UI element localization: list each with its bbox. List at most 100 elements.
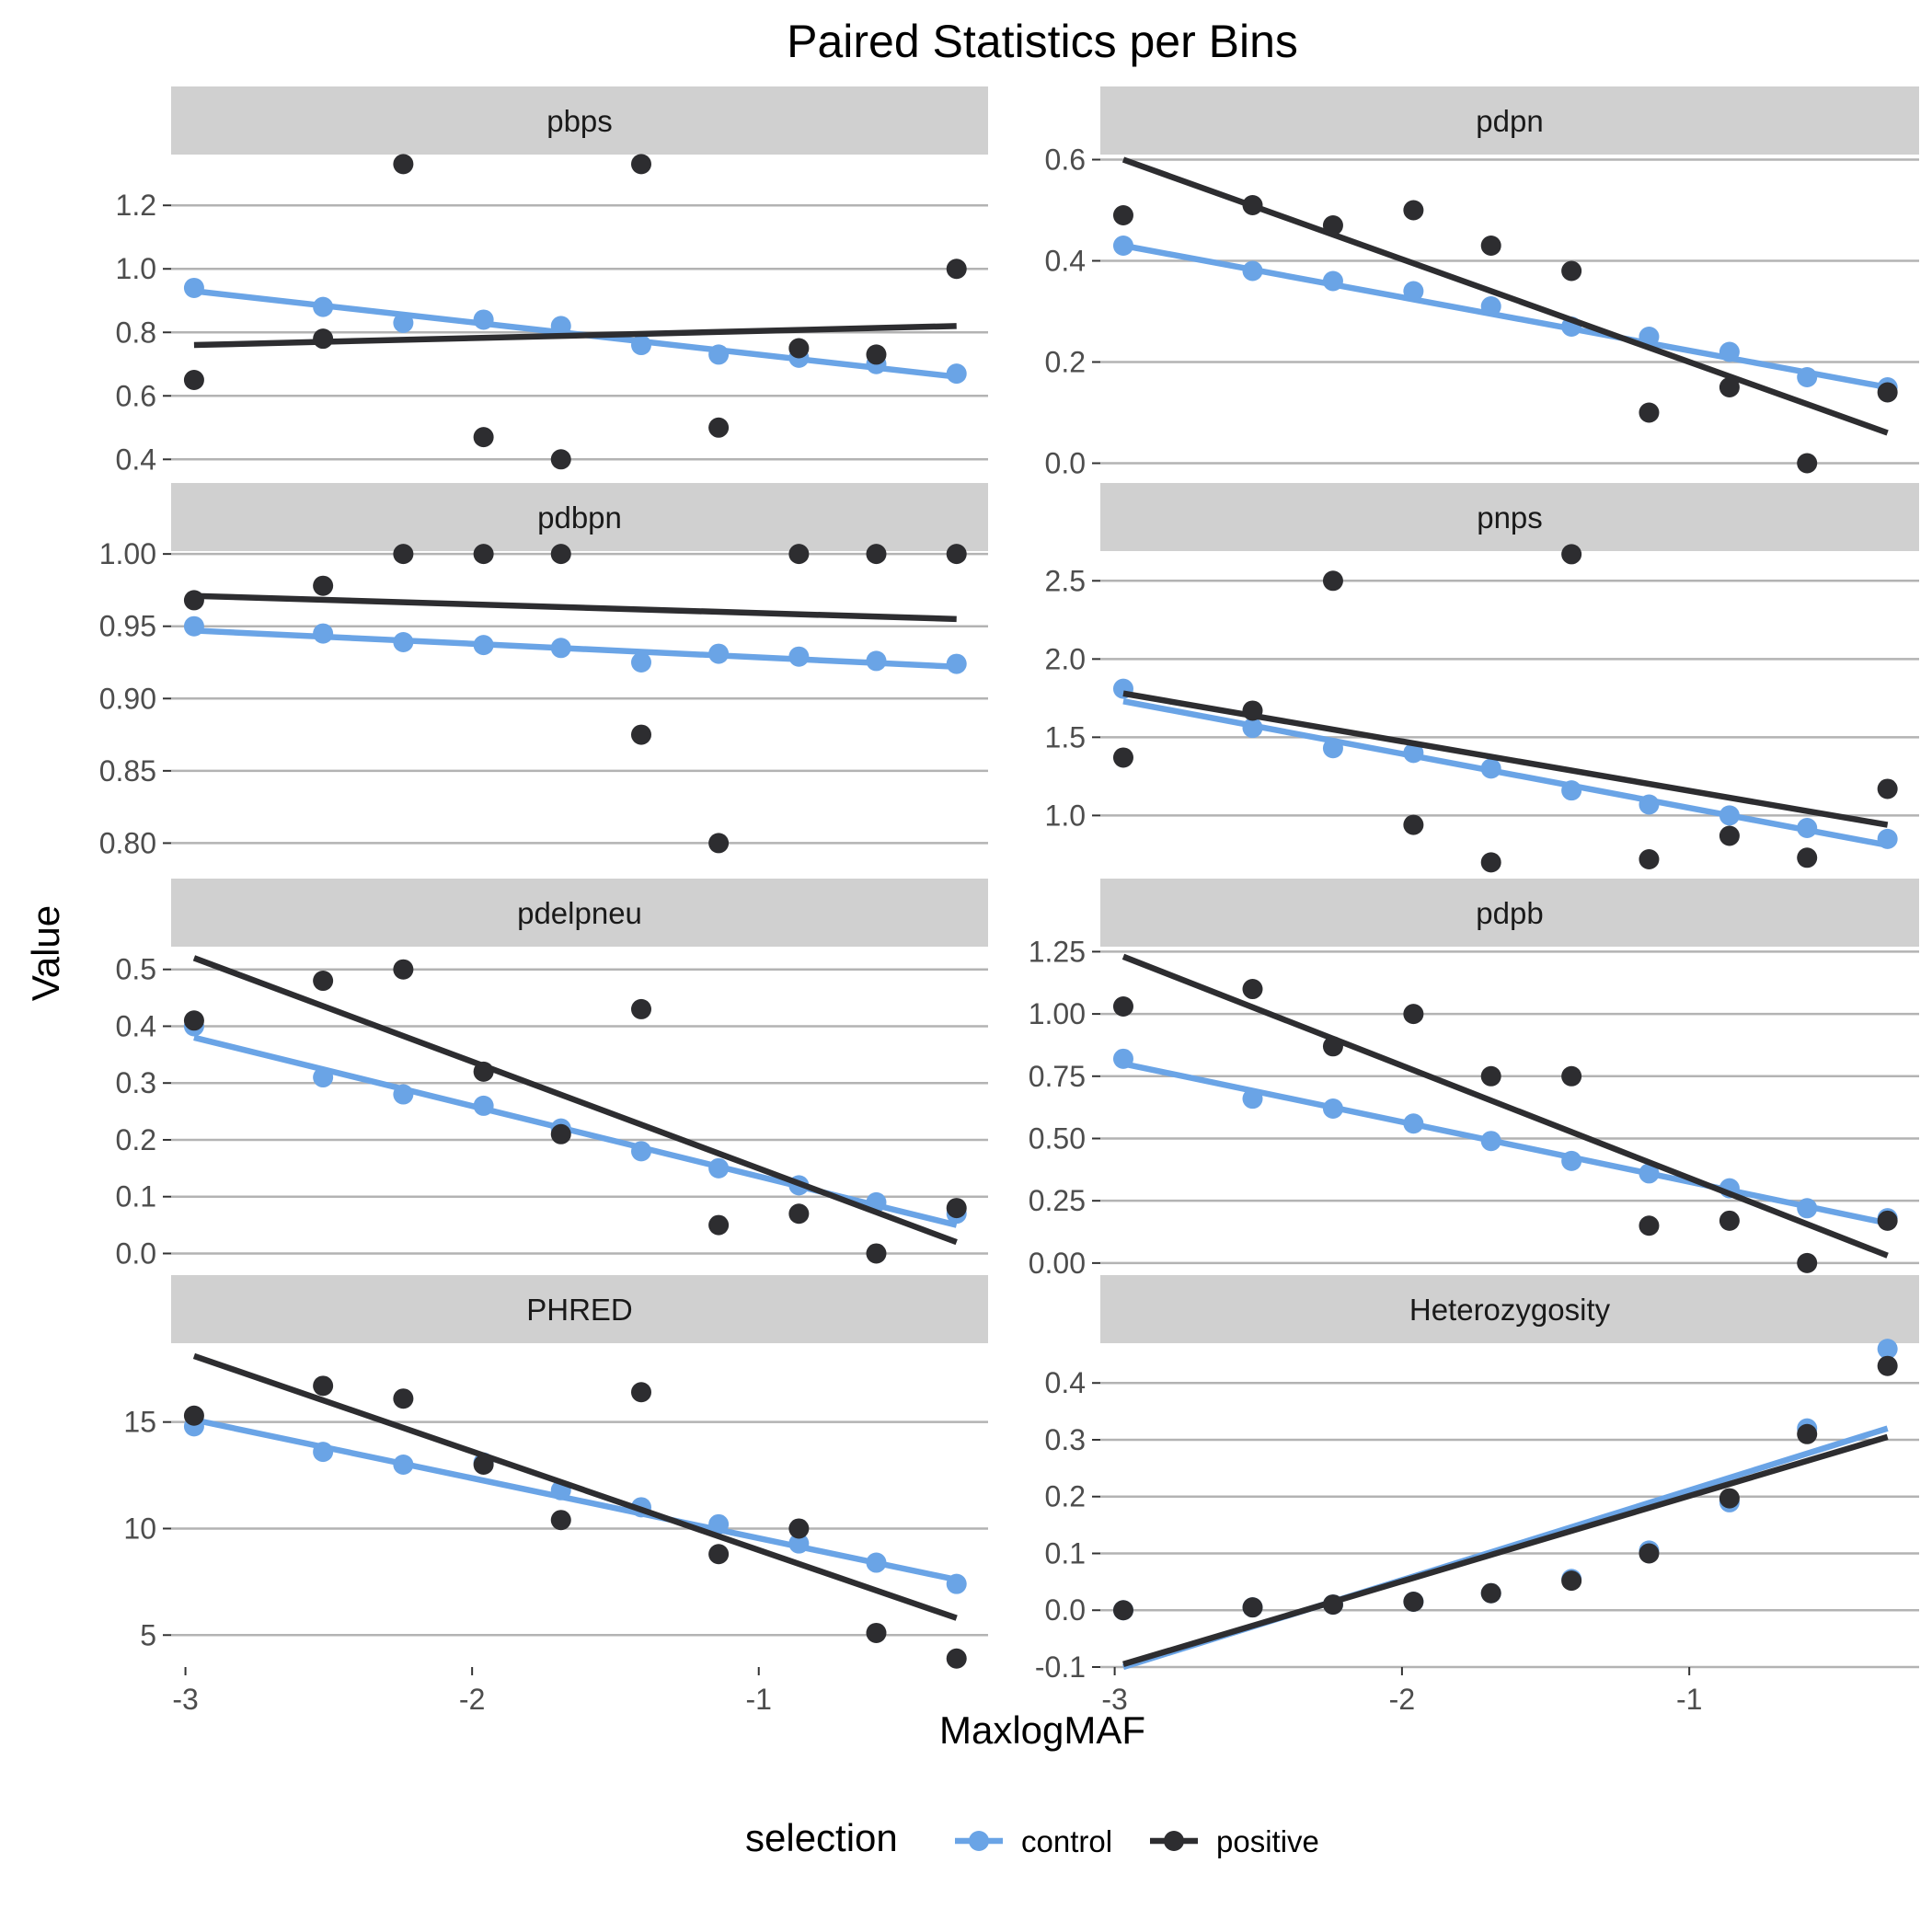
panel-pnps: pnps 1.0 1.5 2.0 2.5 [1045,483,1919,873]
point-positive [1242,979,1263,1000]
point-positive [708,833,730,854]
point-positive [550,1510,571,1531]
y-tick-label: 2.0 [1045,642,1086,675]
point-positive [473,1061,494,1082]
point-control [1561,1150,1582,1171]
point-positive [1403,814,1424,835]
point-positive [1112,747,1133,768]
point-control [1403,742,1424,764]
legend-label: positive [1216,1824,1319,1858]
facet-panels: pbps 0.4 0.6 0.8 1.0 1.2 pdpn 0.0 0.2 0.4 0.6 pdbpn… [99,86,1919,1684]
series-positive [183,544,967,854]
point-positive [1719,825,1740,846]
point-positive [313,575,334,596]
legend-key-point [1164,1831,1184,1851]
strip-label: PHRED [526,1293,633,1327]
point-control [866,1552,887,1573]
strip-background [171,483,988,551]
point-control [1403,281,1424,302]
y-tick-label: 0.1 [116,1180,156,1213]
y-tick-label: 0.8 [116,316,156,349]
legend-entry-positive: positive [1150,1824,1319,1858]
point-control [393,312,414,333]
y-tick-label: 0.90 [99,682,156,715]
y-tick-label: 1.2 [116,189,156,222]
point-control [946,363,967,385]
y-tick-label: 0.75 [1029,1060,1086,1093]
point-positive [473,427,494,448]
strip-label: pnps [1477,500,1543,535]
strip-background [171,1275,988,1343]
y-tick-label: 0.4 [1045,1366,1086,1399]
point-control [1719,341,1740,362]
point-control [788,646,810,667]
point-control [630,1141,651,1162]
point-positive [1112,995,1133,1017]
point-control [1480,758,1501,779]
point-control [550,638,571,659]
point-positive [1403,1591,1424,1612]
y-tick-label: 0.1 [1045,1536,1086,1570]
x-tick-label: -2 [1389,1683,1415,1716]
y-tick-label: 0.0 [116,1236,156,1270]
point-positive [1242,700,1263,721]
y-tick-label: 1.0 [116,252,156,285]
point-positive [946,1198,967,1219]
y-tick-label: 1.00 [1029,997,1086,1030]
point-control [550,316,571,337]
point-positive [1112,205,1133,225]
point-control [1322,738,1343,759]
point-positive [393,959,414,980]
point-positive [1719,377,1740,397]
point-control [1242,1088,1263,1110]
point-control [1639,327,1660,347]
panel-pdpn: pdpn 0.0 0.2 0.4 0.6 [1045,86,1919,480]
point-control [183,615,204,637]
point-positive [1877,1210,1898,1231]
y-tick-label: 0.3 [1045,1423,1086,1456]
point-control [946,1573,967,1594]
point-control [1639,1163,1660,1184]
point-positive [313,1375,334,1397]
legend-label: control [1021,1824,1112,1858]
strip-background [1100,86,1919,155]
point-positive [788,1518,810,1539]
y-tick-label: 0.50 [1029,1121,1086,1155]
y-tick-label: 5 [140,1618,156,1651]
series-positive [1112,1355,1898,1668]
point-control [1322,270,1343,292]
series-positive [183,955,967,1264]
point-positive [1112,1600,1133,1621]
series-positive [183,1352,967,1669]
y-tick-label: 1.00 [99,537,156,570]
strip-label: pdelpneu [517,896,642,930]
x-tick-label: -1 [1676,1683,1702,1716]
x-tick-label: -3 [172,1683,198,1716]
y-tick-label: 1.0 [1045,799,1086,832]
point-positive [393,1388,414,1409]
point-positive [1639,1543,1660,1564]
point-positive [788,544,810,565]
point-control [1242,260,1263,282]
point-positive [946,1648,967,1669]
point-control [1877,828,1898,849]
point-control [1242,718,1263,739]
point-positive [708,417,730,438]
point-control [630,335,651,356]
point-control [1322,1098,1343,1119]
strip-label: pdpn [1476,104,1543,138]
point-positive [946,259,967,280]
series-positive [1112,544,1898,873]
series-positive [183,154,967,470]
point-positive [313,971,334,992]
x-tick-label: -2 [459,1683,485,1716]
strip-label: pbps [546,104,613,138]
point-control [946,653,967,674]
point-control [1561,780,1582,801]
fit-line-positive [1122,1433,1889,1668]
x-axes: -3 -2 -1 -3 -2 -1 [172,1667,1702,1716]
y-tick-label: 0.2 [1045,346,1086,379]
point-positive [550,544,571,565]
point-control [1403,1113,1424,1134]
